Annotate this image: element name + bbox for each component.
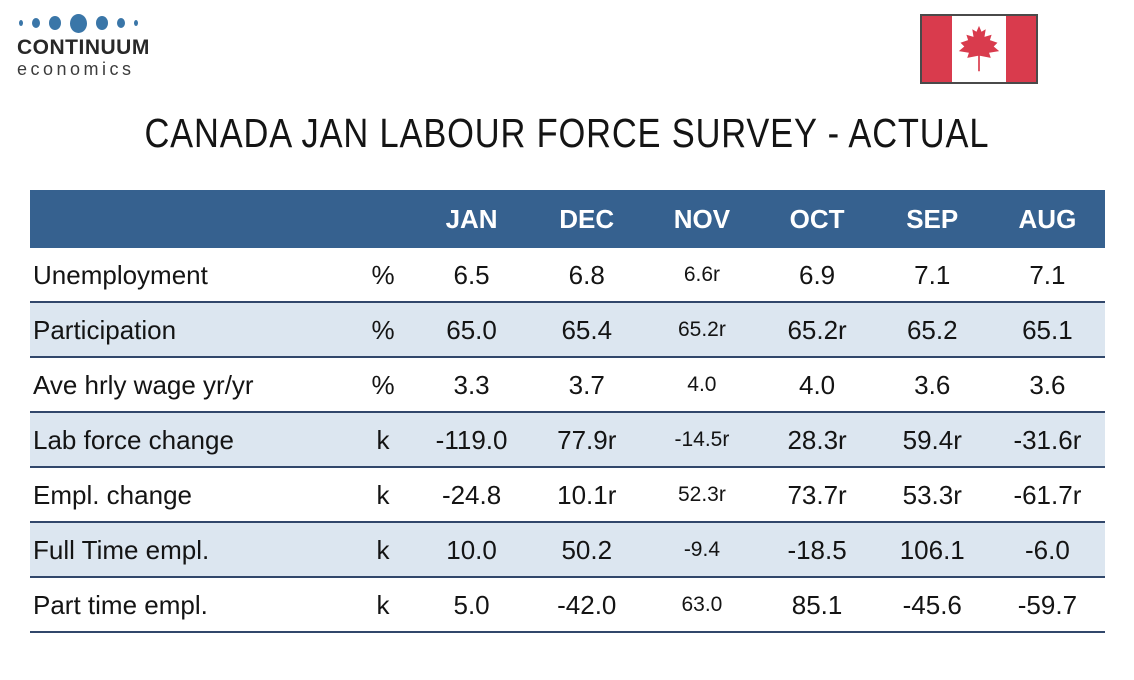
value-cell: 3.3 xyxy=(453,369,490,400)
value-cell: 73.7r xyxy=(787,479,847,510)
value-cell: 28.3r xyxy=(787,424,847,455)
column-header-sep: SEP xyxy=(906,204,959,234)
value-cell: 65.4 xyxy=(561,314,613,345)
value-cell: -119.0 xyxy=(435,424,508,455)
value-cell: -6.0 xyxy=(1025,534,1070,565)
value-cell: -42.0 xyxy=(557,589,617,620)
column-header-oct: OCT xyxy=(789,204,845,234)
row-unit: k xyxy=(376,534,390,565)
row-label: Part time empl. xyxy=(33,589,208,620)
maple-leaf-icon xyxy=(958,25,1000,72)
table-row-lab-force-change: Lab force change k -119.0 77.9r -14.5r 2… xyxy=(30,413,1105,468)
value-cell: 3.7 xyxy=(568,369,605,400)
row-label: Empl. change xyxy=(33,479,192,510)
value-cell: 6.9 xyxy=(798,259,836,290)
value-cell: 3.6 xyxy=(1029,369,1066,400)
row-unit: % xyxy=(371,259,395,290)
value-cell: 63.0 xyxy=(681,593,723,616)
column-header-jan: JAN xyxy=(445,204,498,234)
column-header-nov: NOV xyxy=(673,204,731,234)
table-row-full-time-empl: Full Time empl. k 10.0 50.2 -9.4 -18.5 1… xyxy=(30,523,1105,578)
table-row-unemployment: Unemployment % 6.5 6.8 6.6r 6.9 7.1 7.1 xyxy=(30,248,1105,303)
value-cell: -45.6 xyxy=(902,589,962,620)
row-label: Full Time empl. xyxy=(33,534,210,565)
value-cell: 77.9r xyxy=(557,424,617,455)
row-label: Ave hrly wage yr/yr xyxy=(33,369,254,400)
canada-flag-icon xyxy=(920,14,1038,84)
row-label: Lab force change xyxy=(33,424,234,455)
value-cell: 59.4r xyxy=(902,424,962,455)
value-cell: 6.8 xyxy=(568,259,605,290)
value-cell: 52.3r xyxy=(677,483,726,506)
value-cell: 53.3r xyxy=(902,479,962,510)
logo-dots-icon xyxy=(19,12,150,34)
labour-force-table: JAN DEC NOV OCT SEP AUG Unemployment % 6… xyxy=(30,190,1105,633)
table-row-ave-hrly-wage: Ave hrly wage yr/yr % 3.3 3.7 4.0 4.0 3.… xyxy=(30,358,1105,413)
value-cell: 65.2 xyxy=(906,314,958,345)
value-cell: 6.6r xyxy=(683,263,720,286)
value-cell: 85.1 xyxy=(791,589,843,620)
value-cell: -18.5 xyxy=(787,534,847,565)
value-cell: 7.1 xyxy=(914,259,951,290)
table-row-empl-change: Empl. change k -24.8 10.1r 52.3r 73.7r 5… xyxy=(30,468,1105,523)
value-cell: -9.4 xyxy=(683,538,720,561)
row-label: Unemployment xyxy=(33,259,208,290)
row-unit: % xyxy=(371,369,395,400)
table-row-participation: Participation % 65.0 65.4 65.2r 65.2r 65… xyxy=(30,303,1105,358)
row-unit: % xyxy=(371,314,395,345)
value-cell: 106.1 xyxy=(899,534,965,565)
brand-name: CONTINUUM xyxy=(17,36,150,59)
page-title: CANADA JAN LABOUR FORCE SURVEY - ACTUAL xyxy=(144,110,990,156)
row-label: Participation xyxy=(33,314,177,345)
brand-tagline: economics xyxy=(17,59,135,80)
table-header-row: JAN DEC NOV OCT SEP AUG xyxy=(30,190,1105,248)
flag-right-bar xyxy=(1006,16,1036,82)
value-cell: 7.1 xyxy=(1029,259,1066,290)
value-cell: 65.2r xyxy=(677,318,726,341)
row-unit: k xyxy=(376,479,390,510)
value-cell: -61.7r xyxy=(1013,479,1082,510)
table-row-part-time-empl: Part time empl. k 5.0 -42.0 63.0 85.1 -4… xyxy=(30,578,1105,633)
column-header-aug: AUG xyxy=(1018,204,1077,234)
value-cell: 4.0 xyxy=(798,369,836,400)
value-cell: -59.7 xyxy=(1017,589,1078,620)
value-cell: 5.0 xyxy=(453,589,490,620)
value-cell: 10.0 xyxy=(446,534,497,565)
value-cell: 10.1r xyxy=(557,479,617,510)
value-cell: 65.2r xyxy=(787,314,847,345)
value-cell: -14.5r xyxy=(674,428,730,451)
value-cell: -31.6r xyxy=(1013,424,1082,455)
flag-left-bar xyxy=(922,16,952,82)
column-header-dec: DEC xyxy=(559,204,615,234)
continuum-economics-logo: CONTINUUM economics xyxy=(17,12,150,79)
flag-center-panel xyxy=(951,16,1007,82)
value-cell: 65.1 xyxy=(1022,314,1073,345)
value-cell: -24.8 xyxy=(441,479,502,510)
value-cell: 50.2 xyxy=(561,534,613,565)
row-unit: k xyxy=(376,424,390,455)
row-unit: k xyxy=(376,589,390,620)
value-cell: 6.5 xyxy=(453,259,490,290)
value-cell: 3.6 xyxy=(914,369,951,400)
value-cell: 4.0 xyxy=(687,373,717,396)
value-cell: 65.0 xyxy=(446,314,497,345)
